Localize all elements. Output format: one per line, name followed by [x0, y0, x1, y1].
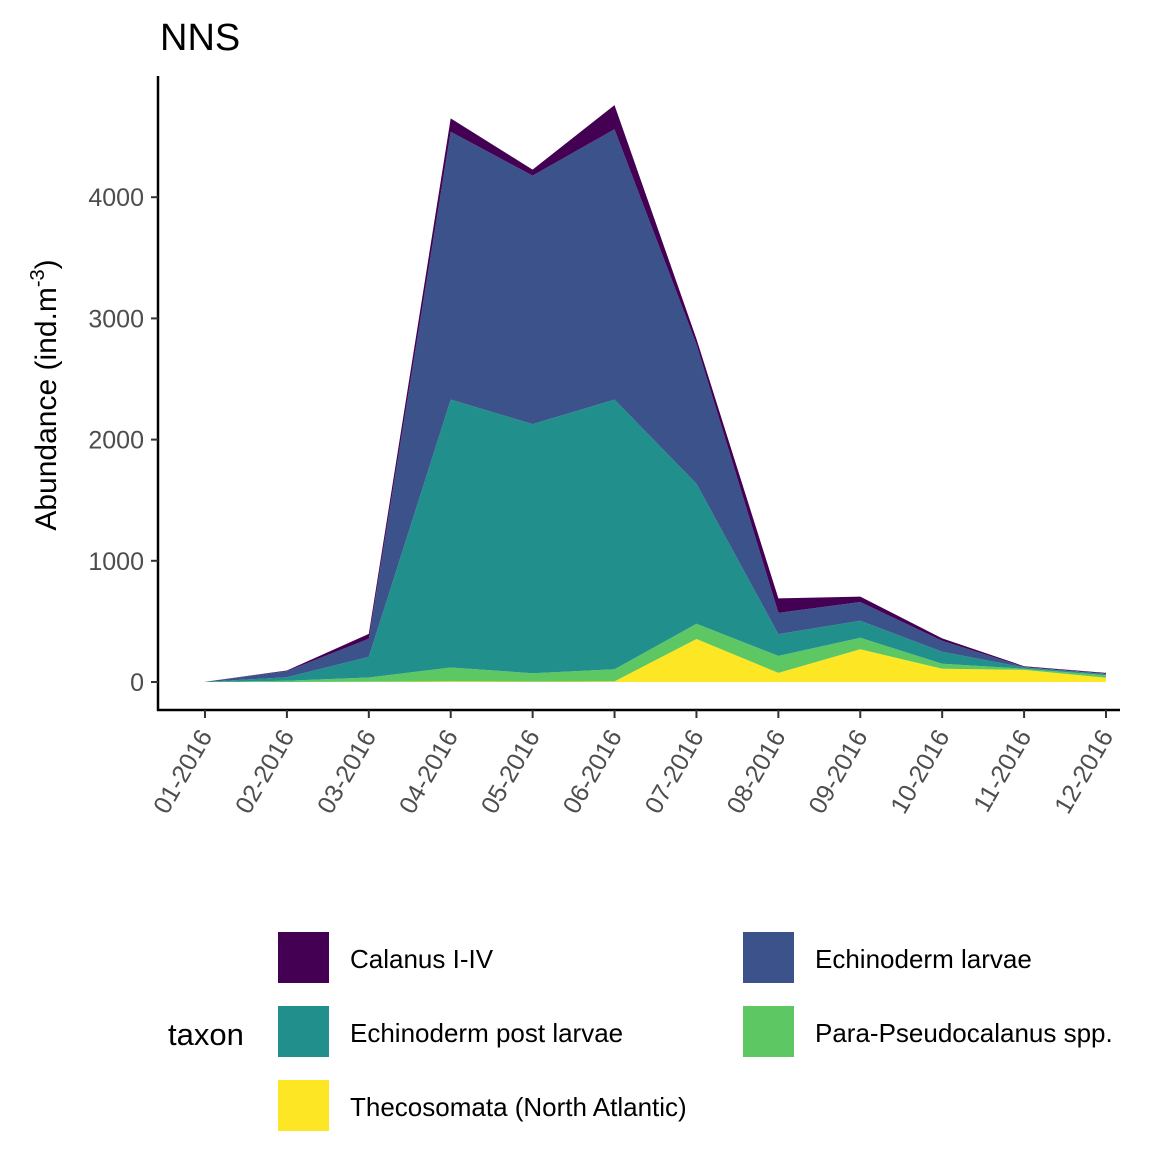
legend-label: Calanus I-IV [350, 944, 494, 974]
x-tick-label: 09-2016 [803, 725, 873, 818]
x-tick-label: 10-2016 [885, 725, 955, 818]
x-tick-label: 05-2016 [476, 725, 546, 818]
legend-label: Para-Pseudocalanus spp. [815, 1018, 1113, 1048]
y-tick-label: 2000 [88, 427, 144, 455]
x-tick-label: 06-2016 [558, 725, 628, 818]
area-echinoderm-post-larvae [205, 399, 1106, 682]
areas [205, 105, 1106, 682]
y-tick-label: 3000 [88, 305, 144, 333]
legend-title: taxon [168, 1017, 244, 1052]
y-ticks: 0 1000 2000 3000 4000 [88, 184, 158, 697]
legend-swatch [278, 932, 329, 983]
area-echinoderm-larvae [205, 129, 1106, 682]
legend-swatch [743, 932, 794, 983]
y-tick-label: 1000 [88, 548, 144, 576]
x-tick-label: 01-2016 [148, 725, 218, 818]
y-tick-label: 0 [130, 669, 144, 697]
legend-label: Echinoderm post larvae [350, 1018, 623, 1048]
legend-swatch [278, 1080, 329, 1131]
legend-swatch [278, 1006, 329, 1057]
x-tick-label: 03-2016 [312, 725, 382, 818]
x-tick-label: 11-2016 [968, 725, 1037, 817]
area-thecosomata-north-atlantic- [205, 639, 1106, 682]
area-para-pseudocalanus-spp- [205, 623, 1106, 682]
x-tick-label: 07-2016 [640, 725, 710, 818]
chart-title: NNS [160, 17, 240, 59]
x-tick-label: 12-2016 [1049, 725, 1119, 818]
x-tick-label: 02-2016 [230, 725, 300, 818]
y-axis-label: Abundance (ind.m-3) [27, 259, 63, 530]
legend-label: Echinoderm larvae [815, 944, 1032, 974]
area-calanus-i-iv [205, 105, 1106, 682]
x-tick-label: 08-2016 [721, 725, 791, 818]
x-ticks: 01-2016 02-2016 03-2016 04-2016 05-2016 06-20… [148, 710, 1119, 818]
x-tick-label: 04-2016 [394, 725, 464, 818]
y-tick-label: 4000 [88, 184, 144, 212]
legend-swatch [743, 1006, 794, 1057]
legend-label: Thecosomata (North Atlantic) [350, 1092, 687, 1122]
legend: taxon Calanus I-IV Echinoderm larvae Echin… [168, 932, 1113, 1131]
